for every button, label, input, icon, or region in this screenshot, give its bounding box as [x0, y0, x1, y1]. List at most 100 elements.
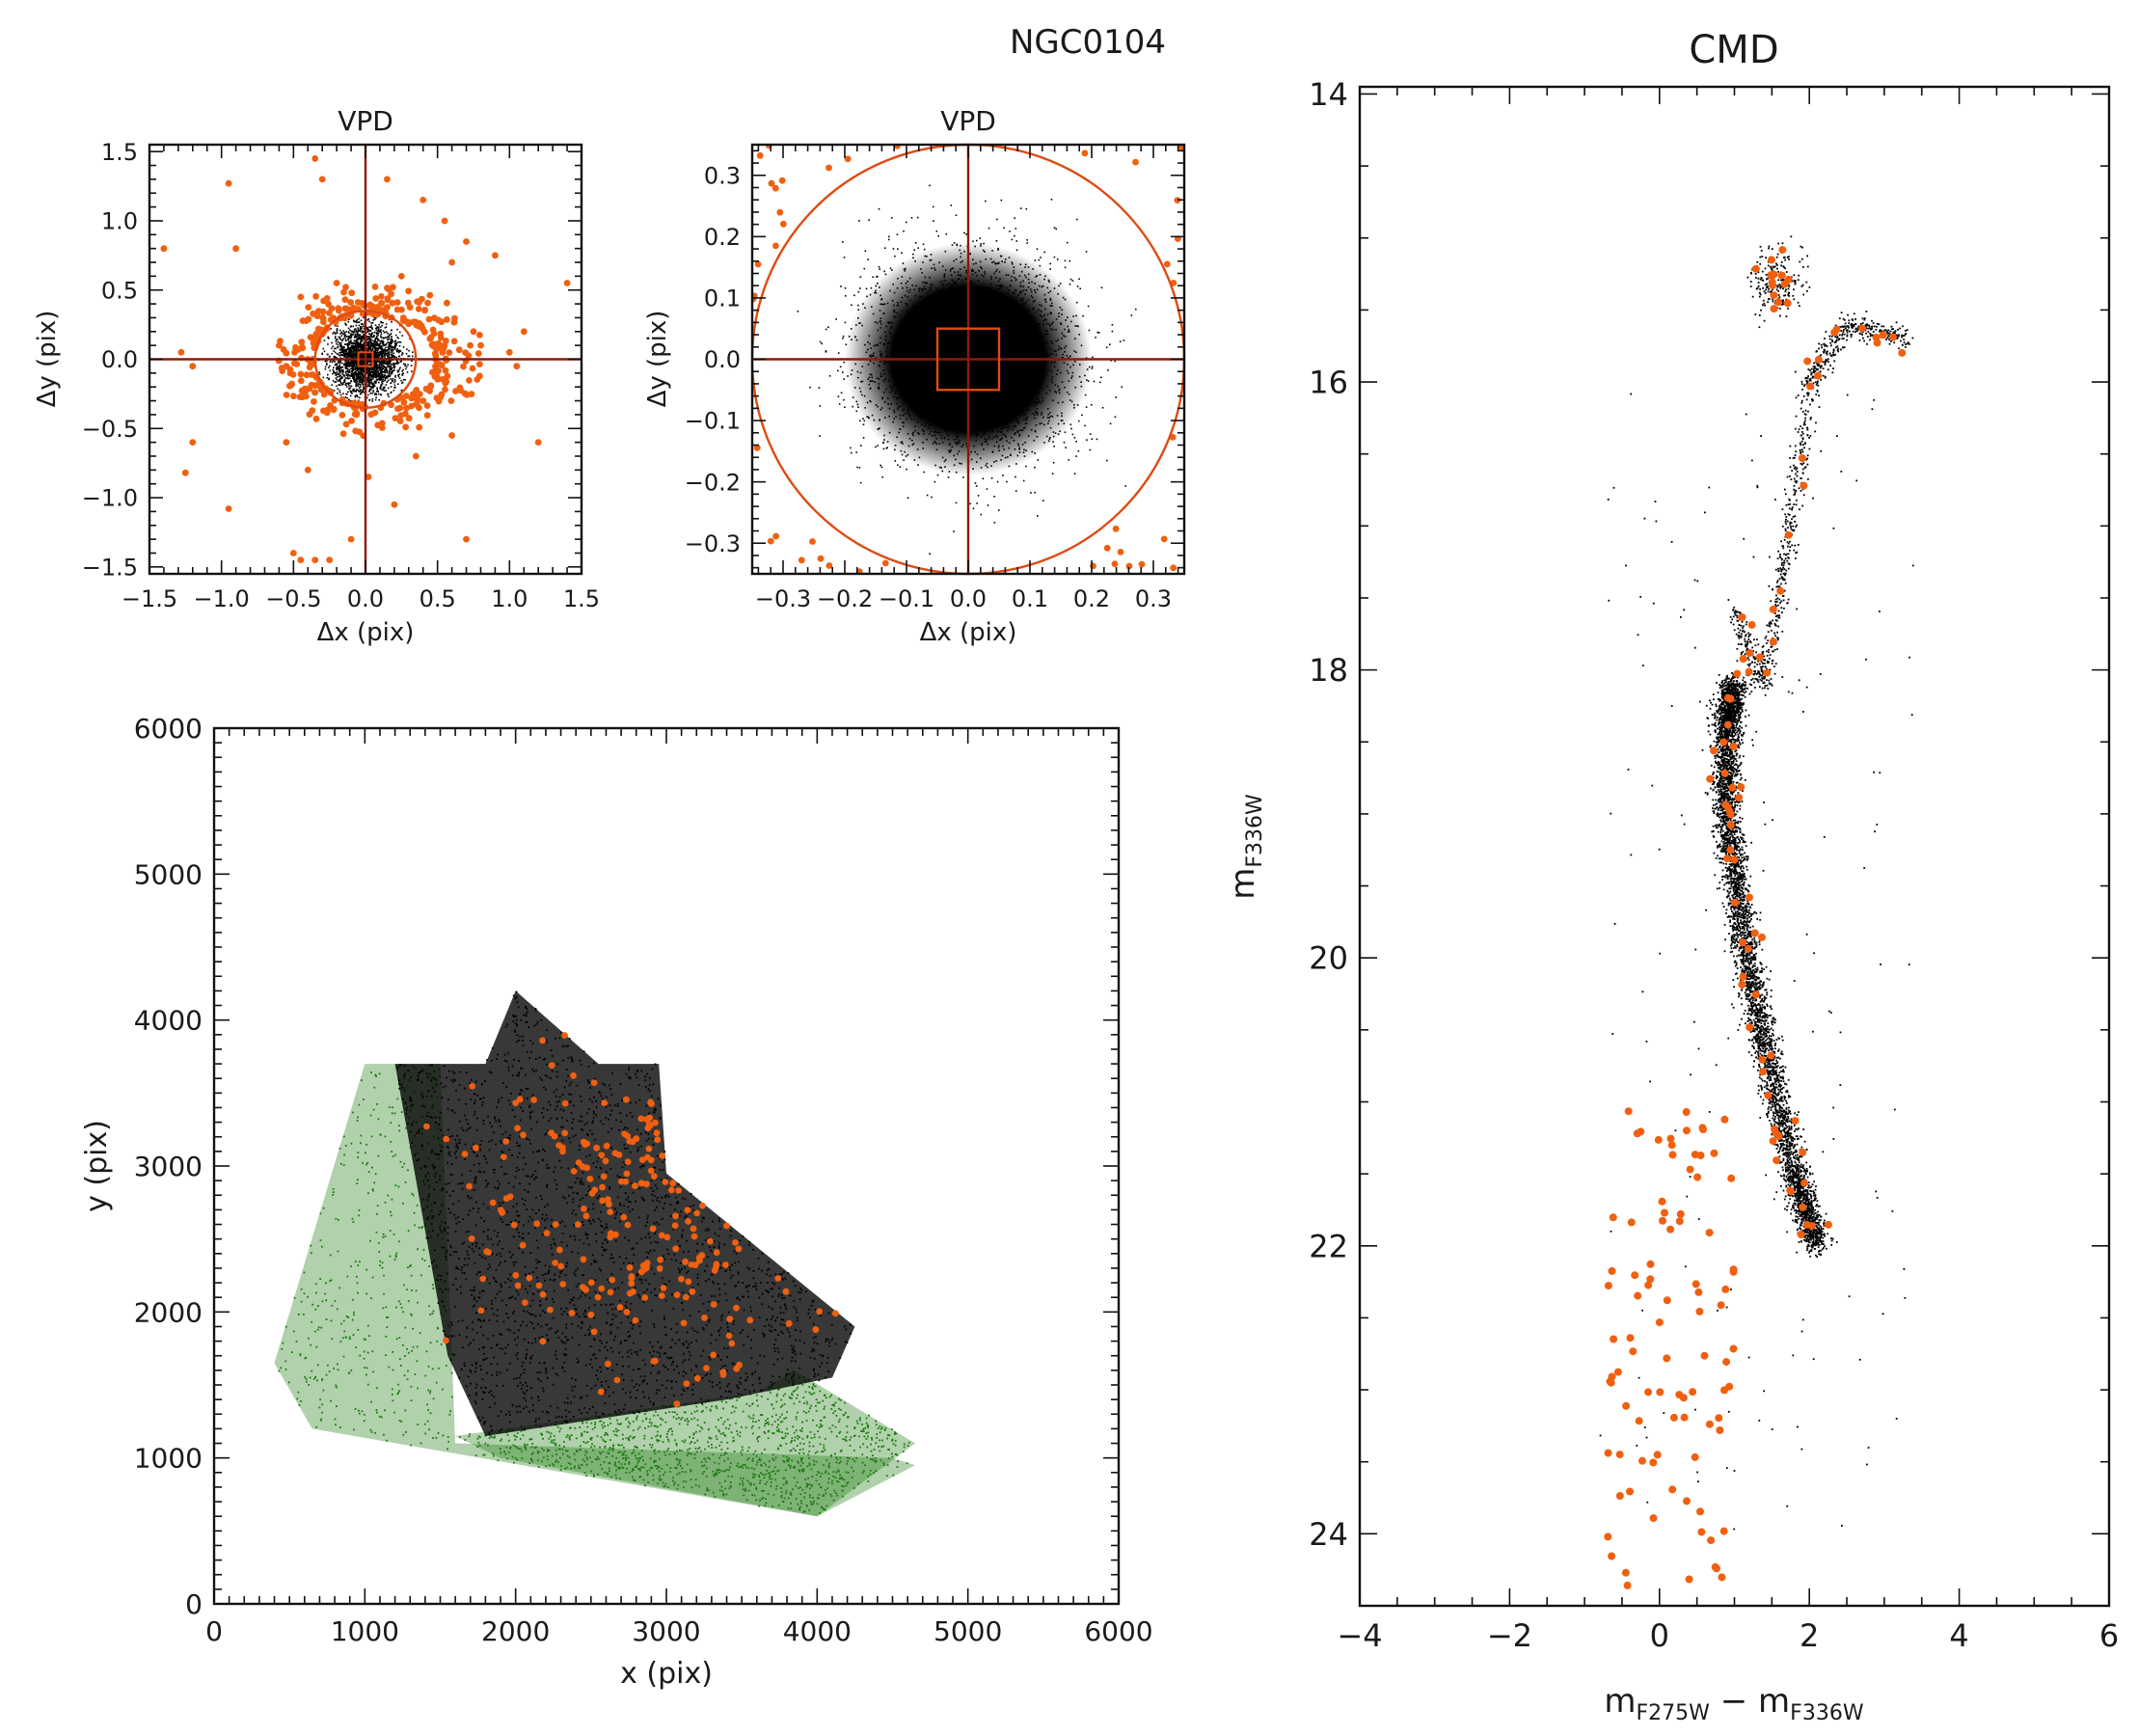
inner-box	[357, 351, 374, 367]
member-star	[979, 347, 981, 350]
member-star	[346, 375, 349, 377]
member-star	[380, 335, 382, 338]
member-star	[842, 335, 845, 338]
member-star	[1008, 465, 1011, 468]
member-star	[960, 308, 961, 310]
rejected-star	[291, 360, 298, 367]
member-star	[977, 294, 979, 296]
member-star	[1063, 335, 1065, 337]
member-star	[394, 374, 396, 377]
member-star	[363, 327, 365, 330]
member-star	[960, 353, 962, 356]
member-star	[1011, 388, 1013, 390]
member-star	[907, 332, 909, 334]
member-star	[1038, 309, 1040, 312]
member-star	[367, 348, 370, 350]
member-star	[930, 254, 933, 256]
member-star	[992, 402, 994, 405]
member-star	[884, 378, 886, 380]
member-star	[380, 364, 383, 366]
member-star	[987, 443, 988, 446]
member-star	[961, 279, 963, 282]
member-star	[981, 443, 984, 445]
rejected-star	[477, 341, 484, 349]
member-star	[337, 372, 339, 375]
member-star	[923, 373, 925, 375]
member-star	[367, 372, 369, 375]
member-star	[388, 334, 391, 337]
member-star	[1018, 275, 1021, 277]
member-star	[1043, 423, 1045, 426]
member-star	[959, 462, 961, 465]
member-star	[887, 368, 889, 370]
member-star	[948, 404, 950, 407]
member-star	[1037, 414, 1039, 416]
rejected-star	[306, 411, 313, 418]
member-star	[893, 315, 895, 317]
member-star	[368, 338, 370, 340]
member-star	[388, 354, 390, 357]
member-star	[904, 390, 906, 392]
member-star	[1013, 396, 1015, 398]
member-star	[350, 334, 352, 337]
member-star	[367, 340, 370, 342]
member-star	[908, 407, 910, 409]
member-star	[1110, 360, 1112, 362]
member-star	[986, 411, 988, 413]
member-star	[339, 333, 341, 335]
member-star	[964, 335, 967, 338]
member-star	[932, 300, 934, 302]
member-star	[360, 393, 363, 394]
member-star	[1024, 348, 1027, 350]
member-star	[899, 325, 901, 327]
member-star	[366, 372, 368, 374]
member-star	[359, 360, 362, 362]
member-star	[944, 401, 946, 403]
member-star	[370, 340, 372, 343]
member-star	[333, 371, 336, 374]
member-star	[348, 368, 351, 371]
member-star	[860, 445, 862, 447]
member-star	[940, 378, 942, 381]
member-star	[1085, 357, 1088, 359]
member-star	[336, 367, 338, 369]
member-star	[378, 355, 381, 358]
member-star	[383, 390, 386, 393]
member-star	[362, 336, 364, 338]
member-star	[945, 315, 947, 317]
member-star	[1015, 289, 1017, 291]
rejected-star	[308, 371, 315, 378]
member-star	[1022, 307, 1024, 309]
member-star	[903, 330, 906, 333]
member-star	[879, 286, 880, 288]
member-star	[344, 364, 347, 366]
member-star	[379, 386, 382, 388]
member-star	[362, 347, 364, 349]
member-star	[1007, 456, 1009, 458]
member-star	[381, 356, 383, 359]
member-star	[987, 286, 989, 288]
member-star	[917, 247, 919, 249]
member-star	[338, 368, 340, 370]
member-star	[945, 345, 948, 348]
member-star	[971, 273, 974, 276]
rejected-star	[393, 299, 401, 306]
member-star	[1015, 304, 1016, 307]
member-star	[918, 364, 921, 366]
member-star	[943, 274, 945, 277]
member-star	[376, 388, 378, 391]
member-star	[347, 391, 349, 393]
member-star	[896, 312, 899, 314]
member-star	[368, 345, 370, 348]
member-star	[375, 329, 378, 331]
member-star	[343, 356, 345, 358]
member-star	[331, 347, 333, 350]
member-star	[1049, 328, 1052, 330]
member-star	[851, 304, 852, 307]
member-star	[843, 378, 845, 380]
member-star	[1001, 415, 1004, 418]
member-star	[913, 393, 915, 395]
member-star	[1032, 413, 1034, 415]
member-star	[974, 331, 977, 334]
member-star	[373, 393, 376, 395]
